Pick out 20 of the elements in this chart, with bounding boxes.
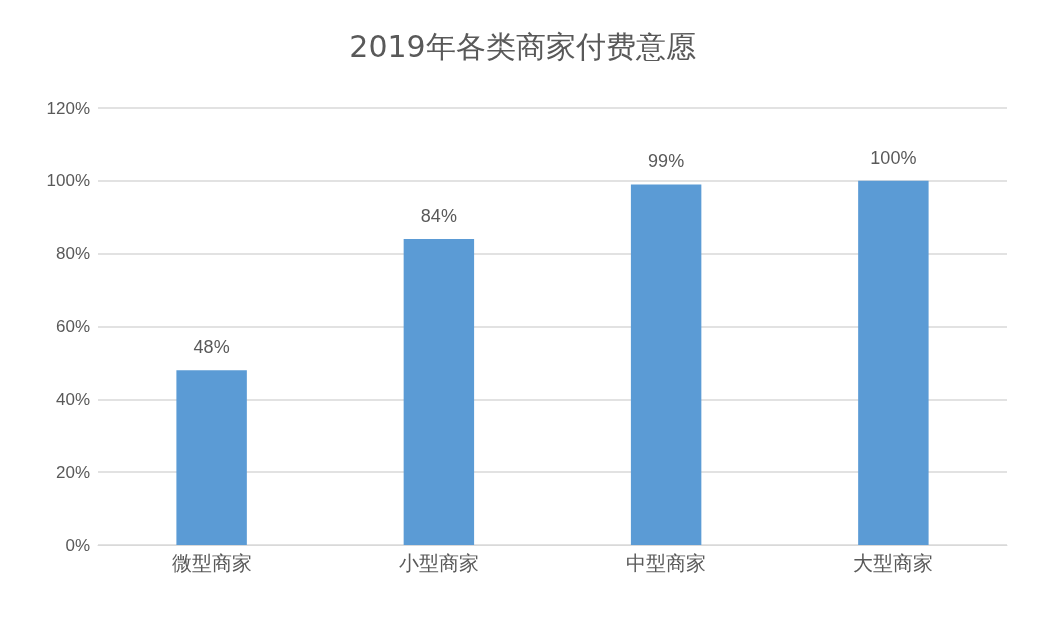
data-label: 84%: [420, 206, 457, 227]
y-tick-label: 40%: [55, 389, 90, 409]
data-label: 99%: [648, 151, 685, 172]
data-label: 48%: [193, 337, 230, 358]
y-tick-label: 60%: [55, 317, 90, 336]
data-label: 100%: [870, 147, 917, 168]
y-tick-label: 120%: [46, 98, 90, 118]
chart-title: 2019年各类商家付费意愿: [349, 28, 696, 64]
bar: [403, 239, 475, 545]
bar: [176, 370, 247, 545]
y-tick-label: 20%: [55, 462, 90, 482]
bar: [858, 180, 929, 545]
y-tick-label: 100%: [46, 171, 90, 191]
x-tick-label: 大型商家: [853, 551, 934, 575]
bar: [630, 184, 702, 545]
y-tick-label: 80%: [55, 244, 90, 264]
x-tick-label: 中型商家: [626, 551, 707, 575]
x-tick-label: 微型商家: [171, 551, 252, 575]
x-tick-label: 小型商家: [398, 551, 479, 575]
y-tick-label: 0%: [65, 535, 90, 555]
